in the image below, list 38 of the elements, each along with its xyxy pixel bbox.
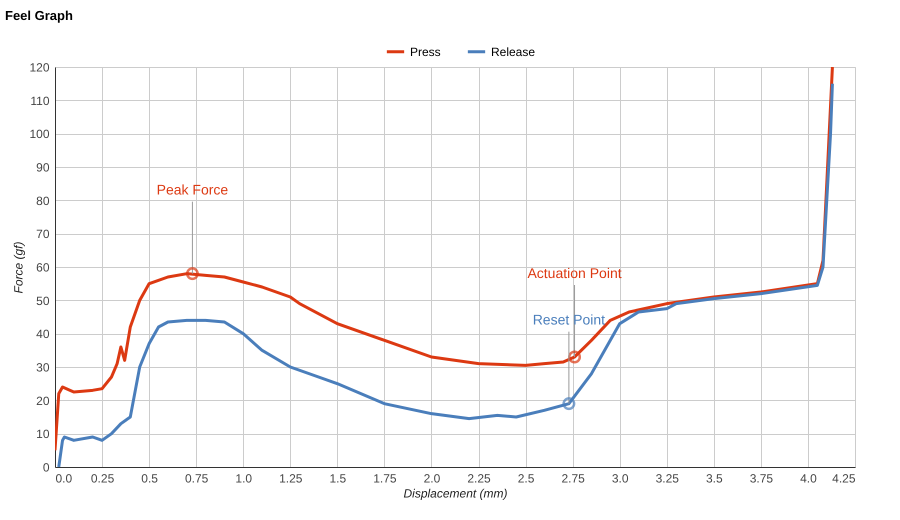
annotation: Peak Force: [156, 182, 228, 198]
y-tick-label: 60: [36, 260, 50, 274]
legend-label: Release: [491, 44, 536, 59]
y-tick-label: 120: [29, 60, 50, 74]
x-tick-label: 0.0: [56, 472, 73, 486]
x-tick-label: 1.25: [279, 472, 303, 486]
y-tick-label: 40: [36, 327, 50, 342]
y-axis-title: Force (gf): [11, 241, 26, 294]
x-tick-label: 1.0: [235, 472, 252, 486]
x-axis-title: Displacement (mm): [403, 486, 508, 500]
x-tick-label: 2.25: [467, 472, 492, 486]
x-tick-label: 0.25: [90, 472, 115, 486]
legend-label: Press: [410, 44, 441, 59]
y-tick-label: 20: [36, 394, 50, 408]
x-tick-label: 4.0: [800, 472, 818, 486]
x-tick-label: 3.25: [656, 472, 680, 486]
x-tick-label: 3.0: [612, 472, 629, 486]
y-tick-label: 10: [36, 427, 50, 442]
x-tick-label: 1.5: [330, 472, 347, 486]
x-tick-label: 4.25: [832, 472, 856, 486]
y-tick-label: 30: [36, 360, 50, 374]
x-tick-label: 3.5: [706, 472, 723, 486]
x-tick-label: 0.75: [184, 472, 209, 486]
y-tick-label: 70: [36, 227, 50, 242]
x-tick-label: 0.5: [141, 472, 158, 486]
y-tick-label: 80: [36, 194, 50, 208]
y-tick-label: 100: [29, 127, 50, 142]
x-tick-label: 3.75: [750, 472, 774, 486]
y-tick-label: 50: [36, 294, 50, 308]
annotation: Actuation Point: [527, 265, 622, 281]
x-tick-label: 2.75: [561, 472, 586, 486]
chart-title: Feel Graph: [5, 8, 73, 23]
y-tick-label: 90: [36, 160, 50, 174]
x-tick-label: 2.0: [424, 472, 441, 486]
x-tick-label: 2.5: [518, 472, 535, 486]
y-tick-label: 0: [42, 460, 50, 474]
y-tick-label: 110: [30, 94, 50, 108]
x-tick-label: 1.75: [373, 472, 397, 486]
